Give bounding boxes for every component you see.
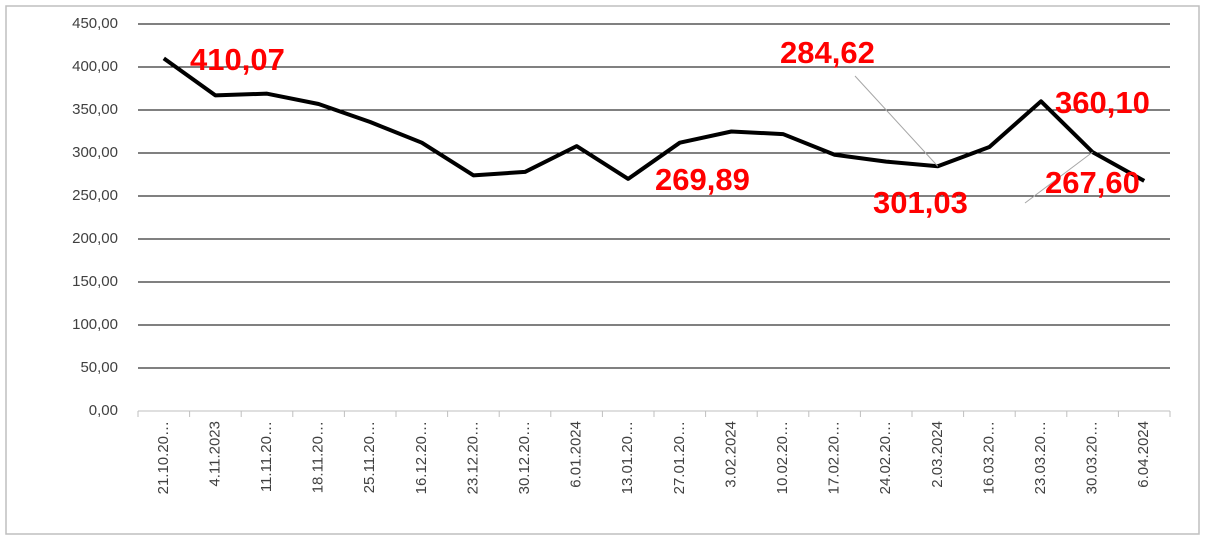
leader-line xyxy=(1024,151,1093,204)
chart-border xyxy=(5,5,1200,535)
x-tick-label: 10.02.20… xyxy=(774,421,791,494)
x-tick-label: 6.01.2024 xyxy=(568,421,585,488)
x-tick-label: 13.01.20… xyxy=(619,421,636,494)
x-tick-label: 2.03.2024 xyxy=(929,421,946,488)
x-tick-label: 16.03.20… xyxy=(980,421,997,494)
data-label: 267,60 xyxy=(1045,165,1140,200)
x-tick-label: 23.03.20… xyxy=(1032,421,1049,494)
data-label: 410,07 xyxy=(190,42,285,77)
x-tick-label: 17.02.20… xyxy=(826,421,843,494)
y-tick-label: 0,00 xyxy=(89,402,118,419)
x-tick-label: 30.03.20… xyxy=(1084,421,1101,494)
data-label: 360,10 xyxy=(1055,85,1150,120)
y-tick-label: 200,00 xyxy=(72,230,118,247)
x-tick-label: 11.11.20… xyxy=(258,421,275,492)
data-label: 284,62 xyxy=(780,35,875,70)
x-tick-label: 30.12.20… xyxy=(516,421,533,494)
leader-line xyxy=(854,75,939,167)
x-tick-label: 27.01.20… xyxy=(671,421,688,494)
y-tick-label: 450,00 xyxy=(72,15,118,32)
data-label: 301,03 xyxy=(873,185,968,220)
data-label: 269,89 xyxy=(655,162,750,197)
x-tick-label: 6.04.2024 xyxy=(1135,421,1152,488)
y-tick-label: 350,00 xyxy=(72,101,118,118)
x-tick-label: 3.02.2024 xyxy=(722,421,739,488)
x-tick-label: 16.12.20… xyxy=(413,421,430,494)
y-tick-label: 50,00 xyxy=(80,359,118,376)
line xyxy=(162,56,1146,183)
y-tick-label: 100,00 xyxy=(72,316,118,333)
y-tick-label: 400,00 xyxy=(72,58,118,75)
y-tick-label: 150,00 xyxy=(72,273,118,290)
x-tick-label: 24.02.20… xyxy=(877,421,894,494)
x-tick-label: 25.11.20… xyxy=(361,421,378,493)
x-tick-label: 18.11.20… xyxy=(310,421,327,493)
x-tick-label: 4.11.2023 xyxy=(206,421,223,487)
x-tick-label: 23.12.20… xyxy=(464,421,481,494)
x-tick-label: 21.10.20… xyxy=(155,421,172,494)
y-tick-label: 250,00 xyxy=(72,187,118,204)
y-tick-label: 300,00 xyxy=(72,144,118,161)
